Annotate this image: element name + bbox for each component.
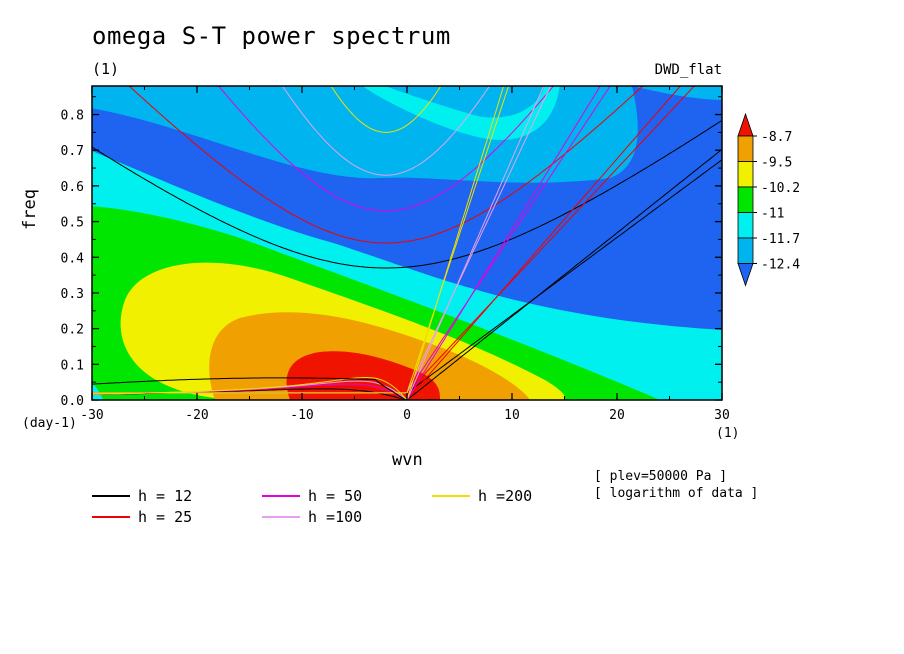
x-tick-label: -20 [185, 408, 208, 423]
y-axis-label: freq [20, 189, 40, 230]
colorbar-max-arrow [737, 112, 754, 137]
x-axis-label: wvn [392, 450, 423, 470]
y-tick-label: 0.8 [61, 109, 84, 124]
colorbar-min-arrow [737, 263, 754, 287]
legend-label: h =200 [478, 487, 533, 505]
y-tick-label: 0.1 [61, 358, 84, 373]
axes-layer: -30 -20 -10 0 10 20 30 0.0 0.1 0.2 0.3 0.4 0.5 0.6 0.7… [61, 86, 730, 423]
contour-level-2 [92, 86, 722, 183]
contour-level-2 [385, 86, 545, 118]
y-tick-label: 0.2 [61, 323, 84, 338]
chart-title: omega S-T power spectrum [92, 22, 451, 50]
colorbar: -8.7 -9.5 -10.2 -11 -11.7 -12.4 [737, 112, 800, 287]
x-tick-label: 10 [504, 408, 520, 423]
mrg-wave-curve-h200 [92, 86, 510, 394]
y-axis-unit: (day-1) [22, 416, 77, 431]
x-tick-label: -10 [290, 408, 313, 423]
colorbar-label: -11.7 [761, 232, 800, 247]
note-plev: [ plev=50000 Pa ] [594, 469, 728, 484]
legend-label: h = 12 [138, 487, 193, 505]
colorbar-label: -10.2 [761, 181, 800, 196]
kelvin-wave-curve-h50 [406, 86, 601, 400]
legend-label: h =100 [308, 508, 363, 526]
gravity-wave-curve-h12 [92, 119, 722, 269]
legend-label: h = 25 [138, 508, 193, 526]
gravity-wave-curve-h50 [218, 86, 554, 212]
gravity-wave-curve-h25 [128, 86, 644, 244]
legend-swatch [92, 495, 130, 497]
kelvin-wave-curve-h200 [406, 86, 505, 400]
contour-level-3 [92, 382, 104, 400]
kelvin-wave-curve-h100 [406, 86, 545, 400]
kelvin-wave-curve-h12 [406, 148, 722, 400]
kelvin-wave-curve-h25 [406, 86, 682, 400]
x-tick-label: 20 [609, 408, 625, 423]
colorbar-label: -11 [761, 207, 784, 222]
colorbar-label: -8.7 [761, 130, 792, 145]
y-tick-label: 0.7 [61, 144, 84, 159]
note-log: [ logarithm of data ] [594, 486, 759, 501]
chart-subtitle-left: (1) [92, 60, 120, 78]
colorbar-label: -9.5 [761, 156, 792, 171]
contour-fill-layer [92, 86, 722, 400]
gravity-wave-curve-h100 [281, 86, 491, 176]
x-tick-label: 0 [403, 408, 411, 423]
chart-subtitle-right: DWD_flat [654, 62, 722, 78]
y-tick-label: 0.3 [61, 287, 84, 302]
colorbar-swatch [737, 135, 754, 162]
colorbar-swatch [737, 212, 754, 239]
colorbar-swatch [737, 237, 754, 264]
gravity-wave-curve-h200 [330, 86, 442, 133]
legend-swatch [92, 516, 130, 518]
y-tick-label: 0.0 [61, 394, 84, 409]
legend-label: h = 50 [308, 487, 363, 505]
colorbar-label: -12.4 [761, 258, 800, 273]
y-tick-label: 0.5 [61, 216, 84, 231]
rossby-wave-low-curve [92, 377, 407, 400]
legend-swatch [262, 495, 300, 497]
x-tick-label: 30 [714, 408, 730, 423]
colorbar-swatch [737, 161, 754, 188]
contour-level-7 [286, 351, 440, 400]
y-tick-label: 0.6 [61, 180, 84, 195]
legend-swatch [262, 516, 300, 518]
y-tick-label: 0.4 [61, 251, 85, 266]
x-axis-unit: (1) [716, 426, 740, 441]
dispersion-curve-layer [92, 86, 722, 400]
x-tick-label: -30 [80, 408, 103, 423]
legend-swatch [432, 495, 470, 497]
colorbar-swatch [737, 186, 754, 213]
